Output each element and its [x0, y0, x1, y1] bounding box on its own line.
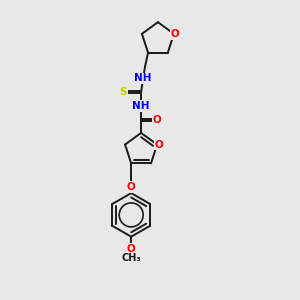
Text: NH: NH: [132, 101, 150, 111]
Text: S: S: [119, 87, 127, 97]
Text: O: O: [127, 182, 136, 192]
Text: O: O: [127, 244, 136, 254]
Text: NH: NH: [134, 74, 152, 83]
Text: CH₃: CH₃: [122, 253, 141, 262]
Text: O: O: [171, 29, 179, 39]
Text: O: O: [153, 115, 161, 125]
Text: O: O: [155, 140, 164, 150]
